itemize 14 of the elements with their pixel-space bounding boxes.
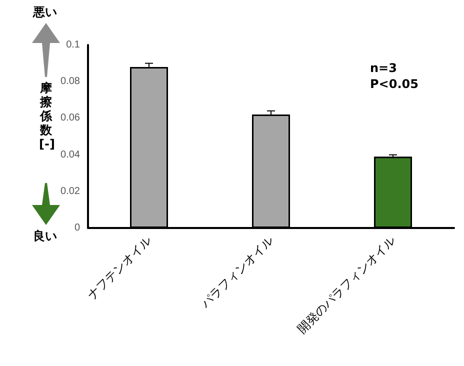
text: 良い bbox=[33, 228, 57, 245]
x-tick-label: 開発のパラフィンオイル bbox=[294, 233, 398, 336]
annotation: n=3 bbox=[370, 61, 397, 75]
y-tick-label: 0.02 bbox=[60, 186, 80, 197]
annotation: P<0.05 bbox=[370, 77, 418, 91]
x-tick-label: パラフィンオイル bbox=[197, 233, 276, 312]
y-tick-label: 0 bbox=[74, 222, 80, 234]
x-tick-label: ナフテンオイル bbox=[84, 233, 154, 302]
y-axis-title: 摩擦係数[-] bbox=[39, 81, 55, 151]
y-tick-label: 0.06 bbox=[60, 112, 80, 124]
y-tick-label: 0.1 bbox=[66, 40, 80, 50]
y-tick-label: 0.08 bbox=[60, 76, 80, 88]
text: 悪い bbox=[33, 4, 57, 21]
y-tick-label: 0.04 bbox=[60, 149, 80, 160]
